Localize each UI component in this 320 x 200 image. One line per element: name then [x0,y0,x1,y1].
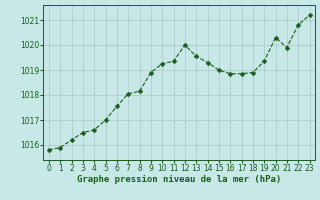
X-axis label: Graphe pression niveau de la mer (hPa): Graphe pression niveau de la mer (hPa) [77,175,281,184]
